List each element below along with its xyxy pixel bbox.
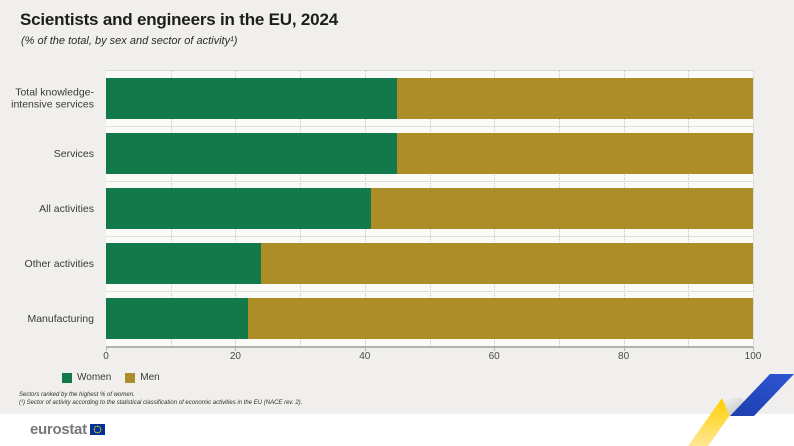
eu-flag-icon: [89, 424, 105, 435]
x-tick-mark: [235, 347, 237, 351]
x-tick-label: 100: [744, 351, 762, 362]
bar-segment-men: [248, 298, 753, 339]
chart-title: Scientists and engineers in the EU, 2024: [20, 10, 338, 29]
bar-segment-men: [371, 188, 753, 229]
x-axis: 0 20 40 60 80 100: [103, 347, 761, 367]
x-tick-label: 0: [103, 351, 109, 362]
x-tick-label: 60: [488, 351, 500, 362]
legend-item: Women: [62, 372, 111, 383]
footnote-nace: (¹) Sector of activity according to the …: [19, 400, 303, 407]
bottom-strip: eurostat: [0, 414, 794, 446]
bar-segment-men: [261, 243, 753, 284]
x-tick-label: 40: [359, 351, 371, 362]
category-label: Other activities: [24, 257, 94, 270]
x-tick-label: 20: [229, 351, 241, 362]
eurostat-logo: eurostat: [30, 421, 105, 438]
category-label: All activities: [39, 202, 94, 215]
x-tick-mark: [364, 347, 366, 351]
x-tick-mark: [753, 347, 754, 351]
bar-segment-women: [106, 188, 372, 229]
bar-row: [106, 243, 753, 284]
x-tick-mark: [494, 347, 496, 351]
legend-label: Men: [140, 372, 160, 383]
bar-segment-women: [106, 298, 249, 339]
legend-item: Men: [125, 372, 160, 383]
row-separator: [106, 181, 753, 182]
footnote-ranking: Sectors ranked by the highest % of women…: [19, 392, 135, 398]
row-separator: [106, 291, 753, 292]
bar-segment-men: [397, 133, 753, 174]
bar-row: [106, 188, 753, 229]
category-labels: Total knowledge- intensive services Servi…: [0, 70, 100, 345]
bar-row: [106, 78, 753, 119]
legend-swatch: [62, 372, 72, 383]
bar-segment-women: [106, 133, 398, 174]
grid-line: [753, 71, 754, 346]
legend-label: Women: [77, 372, 112, 383]
plot-area: [106, 70, 754, 348]
row-separator: [106, 236, 753, 237]
row-separator: [106, 126, 753, 127]
category-label: Manufacturing: [27, 312, 94, 325]
chart-subtitle: (% of the total, by sex and sector of ac…: [21, 35, 238, 47]
category-label: Total knowledge- intensive services: [11, 86, 94, 111]
bar-segment-women: [106, 243, 262, 284]
category-label: Services: [53, 147, 94, 160]
x-tick-mark: [106, 347, 107, 351]
x-tick-mark: [623, 347, 625, 351]
bar-segment-women: [106, 78, 398, 119]
eurostat-ribbon-icon: [688, 374, 794, 446]
legend: Women Men: [62, 372, 160, 383]
footnotes: Sectors ranked by the highest % of women…: [19, 391, 302, 408]
bar-row: [106, 298, 753, 339]
legend-swatch: [125, 372, 136, 383]
x-tick-label: 80: [618, 351, 630, 362]
bar-segment-men: [397, 78, 753, 119]
eurostat-logo-text: eurostat: [30, 421, 87, 438]
bar-row: [106, 133, 753, 174]
